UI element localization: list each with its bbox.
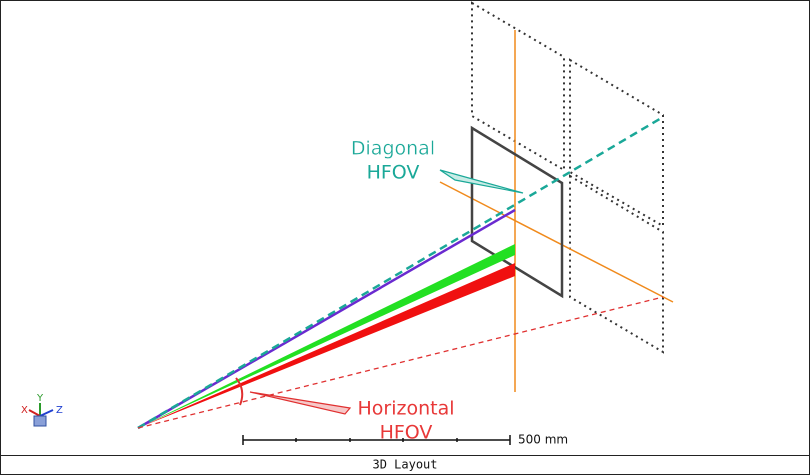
diagonal-ray [137,115,664,430]
dotted-grid [471,1,664,354]
horizontal-ray [137,296,664,429]
green-ray [138,244,515,428]
axis-label: Y [36,393,44,404]
sensor-rect [470,125,564,299]
diagonal-label: Diagonal [351,138,435,160]
viewport-frame [0,0,810,456]
diagonal-pointer [439,169,524,194]
axis-triad [28,403,54,427]
diagonal-label: HFOV [367,162,420,184]
red-ray [138,263,515,428]
axis-label: X [21,405,28,416]
footer-title: 3D Layout [372,458,437,472]
scale-label: 500 mm [518,433,568,447]
horizontal-pointer [249,391,352,415]
horizontal-label: Horizontal [357,398,454,420]
scale-bar [242,435,511,445]
horizontal-label: HFOV [380,422,433,444]
angle-arc [235,377,244,406]
orange-axis-diagonal [439,181,674,303]
axis-label: Z [56,405,63,416]
